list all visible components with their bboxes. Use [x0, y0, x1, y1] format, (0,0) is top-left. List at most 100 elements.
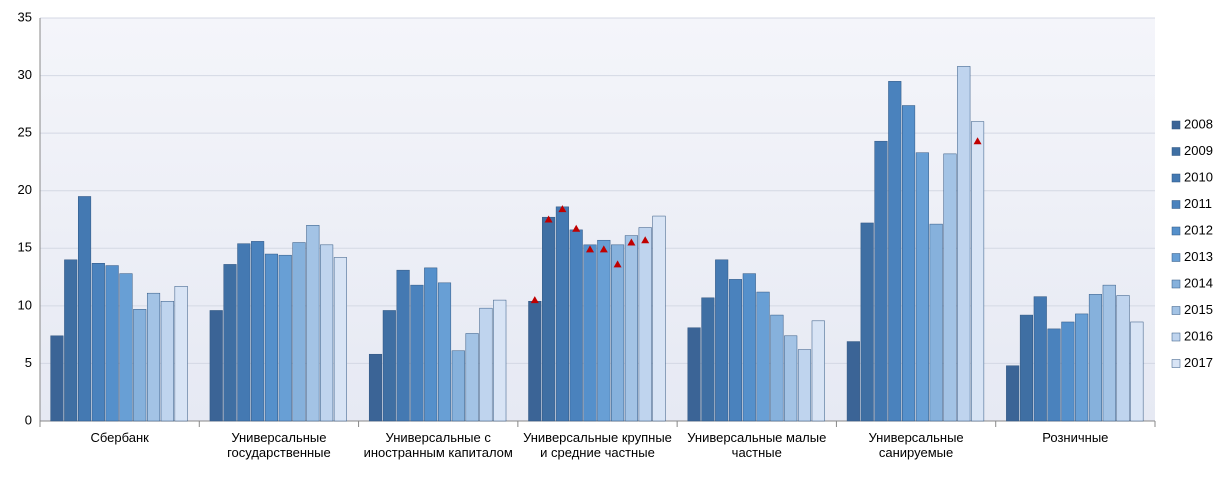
bar: [971, 121, 985, 422]
legend-label: 2008: [1184, 116, 1213, 131]
bar: [160, 301, 174, 422]
y-tick-label: 30: [18, 67, 32, 82]
legend-label: 2013: [1184, 249, 1213, 264]
x-tick-label: Сбербанк: [90, 430, 149, 445]
bar: [320, 244, 334, 422]
marker: [530, 296, 539, 304]
bar: [701, 297, 715, 422]
marker: [572, 224, 581, 232]
bar: [611, 244, 625, 422]
bar: [756, 291, 770, 422]
legend-swatch: [1171, 306, 1181, 315]
bar: [133, 309, 147, 422]
bar: [437, 282, 452, 422]
bar: [451, 350, 465, 422]
marker: [586, 245, 594, 253]
x-tick-label: Розничные: [1042, 430, 1109, 445]
bar: [333, 257, 347, 422]
bar: [237, 243, 251, 422]
x-tick-label: Универсальные с иностранным капиталом: [363, 430, 513, 460]
legend-label: 2011: [1184, 196, 1212, 211]
y-tick-label: 20: [18, 182, 32, 197]
bar: [687, 327, 701, 422]
bar: [251, 241, 265, 422]
bar: [902, 105, 916, 422]
bar: [264, 253, 278, 422]
legend-label: 2012: [1184, 222, 1213, 237]
marker: [627, 238, 636, 246]
legend-swatch: [1171, 253, 1181, 262]
bar: [209, 310, 223, 422]
y-tick-label: 0: [25, 412, 32, 427]
bar: [742, 273, 756, 422]
bar: [846, 341, 860, 422]
bar: [624, 235, 638, 422]
bar: [278, 254, 292, 422]
bar: [1102, 284, 1116, 422]
bar: [64, 259, 78, 422]
bar: [1019, 314, 1034, 422]
bar: [424, 267, 438, 422]
bar: [479, 307, 493, 422]
bar: [1047, 328, 1061, 422]
bar: [770, 314, 784, 422]
y-tick-label: 5: [25, 355, 32, 370]
y-tick-label: 25: [18, 125, 32, 140]
x-tick-label: Универсальные малые частные: [687, 430, 827, 460]
bar: [860, 222, 874, 422]
legend-swatch: [1171, 173, 1181, 183]
bar: [119, 273, 133, 422]
bar: [493, 299, 507, 422]
bar: [1061, 321, 1075, 422]
bar: [465, 333, 479, 422]
legend-swatch: [1171, 332, 1181, 342]
marker: [641, 236, 650, 244]
bar: [306, 225, 320, 422]
bar: [50, 335, 64, 422]
bar: [91, 263, 105, 422]
legend-label: 2014: [1184, 275, 1213, 290]
x-tick-label: Универсальные санируемые: [868, 430, 964, 460]
y-tick-label: 35: [18, 9, 32, 24]
x-tick-label: Универсальные крупные и средние частные: [523, 430, 672, 460]
marker: [613, 260, 622, 268]
legend-label: 2009: [1184, 143, 1213, 158]
marker: [544, 215, 553, 223]
bar: [77, 196, 92, 422]
bar: [146, 292, 161, 422]
bar: [555, 206, 569, 422]
bar: [292, 242, 306, 422]
bar: [957, 66, 971, 422]
bar: [811, 320, 825, 422]
legend-swatch: [1171, 226, 1181, 236]
bar: [715, 259, 729, 422]
bar: [1006, 365, 1020, 422]
bar: [915, 152, 929, 422]
bar: [888, 81, 902, 422]
bar: [943, 153, 957, 422]
legend-label: 2015: [1184, 302, 1213, 317]
bar: [223, 264, 237, 422]
legend-swatch: [1171, 200, 1181, 209]
y-tick-label: 15: [18, 240, 32, 255]
legend-label: 2017: [1184, 355, 1213, 370]
legend-label: 2016: [1184, 328, 1213, 343]
bar: [797, 349, 812, 422]
bar: [382, 310, 396, 422]
bar: [410, 284, 424, 422]
bar: [929, 223, 943, 422]
bar: [597, 239, 611, 422]
bar: [1116, 295, 1130, 422]
x-tick-label: Универсальные государственные: [227, 430, 331, 460]
bar: [1088, 294, 1103, 422]
marker: [973, 137, 982, 145]
legend-label: 2010: [1184, 169, 1213, 184]
bar: [569, 229, 583, 422]
legend-swatch: [1171, 359, 1181, 368]
bar: [638, 227, 652, 422]
legend-swatch: [1171, 279, 1181, 289]
bar: [583, 244, 597, 422]
legend-swatch: [1171, 147, 1181, 156]
